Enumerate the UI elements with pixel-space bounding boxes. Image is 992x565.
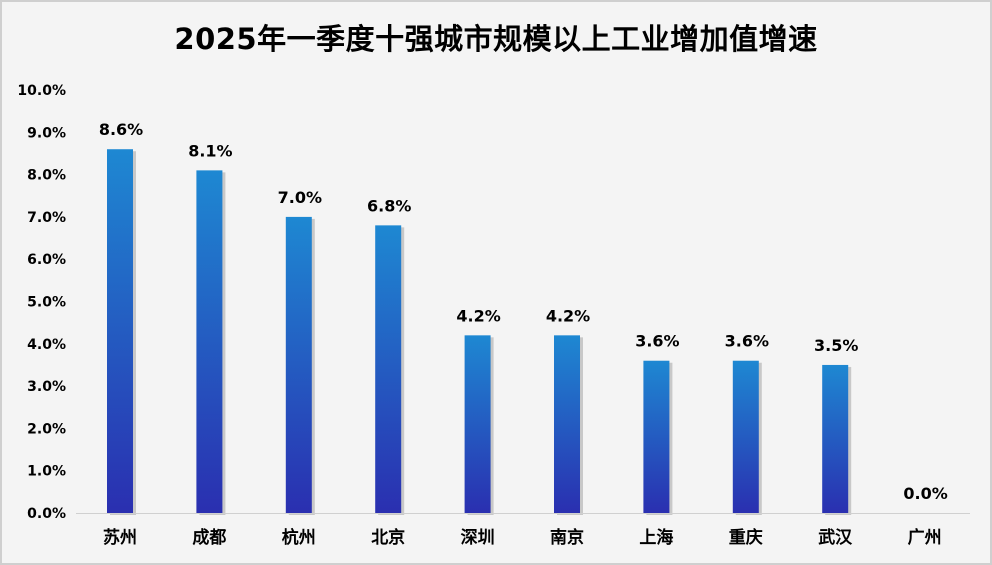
bar bbox=[643, 360, 670, 513]
bar bbox=[554, 335, 580, 513]
y-tick-label: 2.0% bbox=[27, 421, 66, 437]
x-axis: 苏州 成都 杭州 北京 深圳 南京 上海 重庆 武汉 广州 bbox=[76, 513, 970, 548]
bar bbox=[285, 216, 312, 513]
y-axis: 0.0% 1.0% 2.0% 3.0% 4.0% 5.0% 6.0% 7.0% 8.0% 9.0%… bbox=[17, 83, 66, 522]
data-labels: 8.6% 8.1% 7.0% 6.8% 4.2% 4.2% 3.6% 3.6% 3.5% 0.0% bbox=[99, 120, 948, 503]
x-tick-label: 苏州 bbox=[103, 527, 137, 548]
data-label: 3.6% bbox=[725, 332, 769, 351]
y-tick-label: 10.0% bbox=[17, 83, 66, 99]
data-label: 4.2% bbox=[456, 306, 500, 325]
data-label: 0.0% bbox=[903, 484, 947, 503]
x-tick-label: 北京 bbox=[371, 527, 405, 548]
data-label: 7.0% bbox=[278, 188, 322, 207]
bar bbox=[196, 170, 223, 513]
x-tick-label: 南京 bbox=[550, 527, 584, 548]
data-label: 8.6% bbox=[99, 120, 143, 139]
data-label: 6.8% bbox=[367, 196, 411, 215]
data-label: 4.2% bbox=[546, 306, 590, 325]
bars bbox=[107, 149, 852, 516]
y-tick-label: 7.0% bbox=[27, 210, 66, 226]
y-tick-label: 0.0% bbox=[27, 506, 66, 522]
bar bbox=[375, 225, 402, 514]
bar bbox=[464, 335, 491, 513]
y-tick-label: 8.0% bbox=[27, 168, 66, 184]
x-tick-label: 上海 bbox=[639, 527, 673, 548]
y-tick-label: 5.0% bbox=[27, 295, 66, 311]
y-tick-label: 6.0% bbox=[27, 252, 66, 268]
x-tick-label: 深圳 bbox=[461, 527, 495, 548]
y-tick-label: 9.0% bbox=[27, 125, 66, 141]
bar bbox=[732, 360, 759, 513]
x-tick-label: 成都 bbox=[192, 527, 226, 548]
y-tick-label: 3.0% bbox=[27, 379, 66, 395]
data-label: 3.6% bbox=[635, 332, 679, 351]
data-label: 8.1% bbox=[188, 141, 232, 160]
chart-title: 2025年一季度十强城市规模以上工业增加值增速 bbox=[174, 22, 818, 56]
x-tick-label: 重庆 bbox=[729, 527, 763, 548]
data-label: 3.5% bbox=[814, 336, 858, 355]
y-tick-label: 1.0% bbox=[27, 464, 66, 480]
bar bbox=[822, 364, 849, 513]
x-tick-label: 杭州 bbox=[282, 527, 316, 548]
bar bbox=[107, 149, 133, 513]
y-tick-label: 4.0% bbox=[27, 337, 66, 353]
x-tick-label: 广州 bbox=[908, 527, 942, 548]
x-tick-label: 武汉 bbox=[818, 527, 853, 548]
